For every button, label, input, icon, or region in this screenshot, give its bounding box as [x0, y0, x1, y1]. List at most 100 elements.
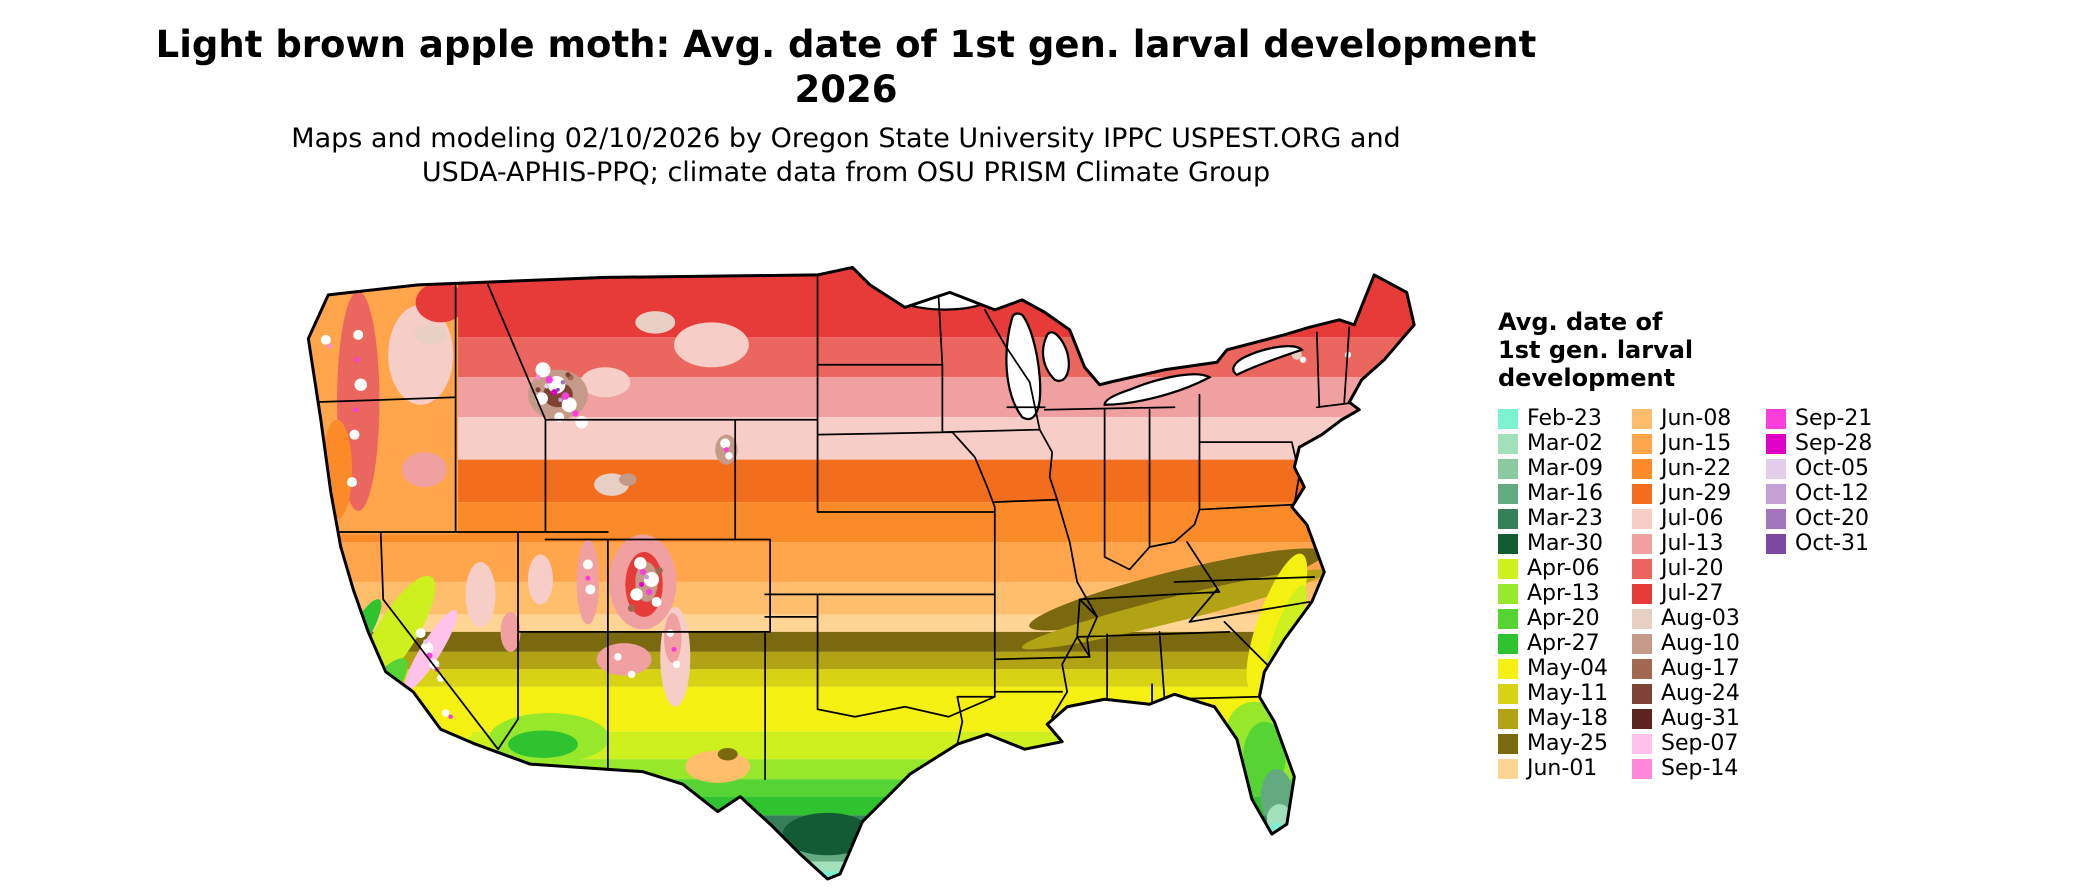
legend-label: Apr-27: [1527, 631, 1600, 656]
legend-row: Aug-17: [1632, 656, 1766, 681]
legend-swatch: [1766, 433, 1786, 454]
legend-label: Sep-21: [1795, 406, 1873, 431]
us-outline: [306, 265, 1416, 881]
legend-swatch: [1498, 708, 1518, 729]
legend-row: May-25: [1498, 731, 1632, 756]
legend-row: Oct-05: [1766, 456, 1900, 481]
legend-label: Oct-05: [1795, 456, 1869, 481]
legend-column: Feb-23 Mar-02 Mar-09 Mar-16 Mar-23 Mar-30 Apr-…: [1498, 406, 1632, 781]
legend-row: Jun-29: [1632, 481, 1766, 506]
legend-label: Oct-12: [1795, 481, 1869, 506]
legend-label: Sep-28: [1795, 431, 1873, 456]
us-map: [228, 220, 1482, 884]
legend-swatch: [1632, 508, 1652, 529]
legend-row: Oct-31: [1766, 531, 1900, 556]
page-subtitle-line1: Maps and modeling 02/10/2026 by Oregon S…: [291, 123, 1401, 154]
legend-row: Jul-20: [1632, 556, 1766, 581]
legend-label: Sep-14: [1661, 756, 1739, 781]
legend-row: Apr-13: [1498, 581, 1632, 606]
legend-swatch: [1498, 758, 1518, 779]
legend-row: Apr-20: [1498, 606, 1632, 631]
legend-swatch: [1632, 633, 1652, 654]
legend-row: Aug-31: [1632, 706, 1766, 731]
legend-swatch: [1632, 433, 1652, 454]
legend-title-line2: 1st gen. larval: [1498, 336, 1694, 364]
legend-row: Apr-06: [1498, 556, 1632, 581]
legend-label: Jul-13: [1661, 531, 1724, 556]
legend-swatch: [1766, 533, 1786, 554]
legend-swatch: [1766, 483, 1786, 504]
legend-swatch: [1498, 683, 1518, 704]
lake-ontario: [1232, 345, 1304, 377]
legend-swatch: [1632, 708, 1652, 729]
legend-swatch: [1498, 433, 1518, 454]
legend-label: Jul-06: [1661, 506, 1724, 531]
legend-label: May-04: [1527, 656, 1609, 681]
legend-swatch: [1766, 458, 1786, 479]
state-borders: [312, 274, 1358, 781]
legend-label: Aug-31: [1661, 706, 1740, 731]
legend-label: Mar-09: [1527, 456, 1604, 481]
legend-swatch: [1498, 658, 1518, 679]
legend-grid: Feb-23 Mar-02 Mar-09 Mar-16 Mar-23 Mar-30 Apr-…: [1498, 406, 1918, 781]
legend-row: Jun-08: [1632, 406, 1766, 431]
legend-title: Avg. date of 1st gen. larval development: [1498, 308, 1918, 392]
legend-swatch: [1498, 733, 1518, 754]
legend-row: Mar-09: [1498, 456, 1632, 481]
legend-row: Aug-03: [1632, 606, 1766, 631]
legend-swatch: [1632, 608, 1652, 629]
legend-row: May-18: [1498, 706, 1632, 731]
legend-label: May-25: [1527, 731, 1609, 756]
legend-row: Sep-07: [1632, 731, 1766, 756]
legend-label: Jul-27: [1661, 581, 1724, 606]
legend-label: Jun-29: [1661, 481, 1732, 506]
legend-row: Mar-16: [1498, 481, 1632, 506]
legend-label: Jun-01: [1527, 756, 1598, 781]
legend-label: Jun-08: [1661, 406, 1732, 431]
page-subtitle: Maps and modeling 02/10/2026 by Oregon S…: [0, 122, 1692, 190]
legend-row: Jun-15: [1632, 431, 1766, 456]
legend-swatch: [1632, 583, 1652, 604]
legend-label: Apr-06: [1527, 556, 1600, 581]
legend-title-line1: Avg. date of: [1498, 308, 1663, 336]
page-title-line2: 2026: [794, 68, 898, 112]
legend-row: Jun-01: [1498, 756, 1632, 781]
legend-label: Aug-17: [1661, 656, 1740, 681]
page-title-line1: Light brown apple moth: Avg. date of 1st…: [155, 23, 1537, 66]
lake-erie: [1103, 373, 1212, 406]
legend-label: Oct-20: [1795, 506, 1869, 531]
legend-row: Jul-06: [1632, 506, 1766, 531]
legend-swatch: [1632, 733, 1652, 754]
legend-swatch: [1632, 558, 1652, 579]
legend-title-line3: development: [1498, 364, 1676, 392]
legend-label: Mar-30: [1527, 531, 1604, 556]
legend-swatch: [1498, 533, 1518, 554]
legend-row: May-04: [1498, 656, 1632, 681]
map-raster: [308, 267, 1415, 880]
legend-swatch: [1498, 583, 1518, 604]
legend-label: Mar-23: [1527, 506, 1604, 531]
legend-swatch: [1632, 483, 1652, 504]
legend-swatch: [1498, 458, 1518, 479]
legend-label: Aug-10: [1661, 631, 1740, 656]
legend-row: Aug-10: [1632, 631, 1766, 656]
legend-label: Jul-20: [1661, 556, 1724, 581]
legend-swatch: [1766, 508, 1786, 529]
legend-row: Sep-14: [1632, 756, 1766, 781]
legend-swatch: [1766, 408, 1786, 429]
legend-swatch: [1498, 508, 1518, 529]
legend-label: Feb-23: [1527, 406, 1602, 431]
legend-label: Apr-13: [1527, 581, 1600, 606]
legend-swatch: [1498, 608, 1518, 629]
legend-swatch: [1632, 458, 1652, 479]
legend: Avg. date of 1st gen. larval development…: [1498, 308, 1918, 781]
legend-column: Sep-21 Sep-28 Oct-05 Oct-12 Oct-20 Oct-31: [1766, 406, 1900, 781]
legend-row: May-11: [1498, 681, 1632, 706]
page-title: Light brown apple moth: Avg. date of 1st…: [0, 22, 1692, 112]
legend-swatch: [1498, 633, 1518, 654]
legend-swatch: [1632, 408, 1652, 429]
legend-row: Mar-02: [1498, 431, 1632, 456]
legend-row: Aug-24: [1632, 681, 1766, 706]
legend-row: Oct-12: [1766, 481, 1900, 506]
